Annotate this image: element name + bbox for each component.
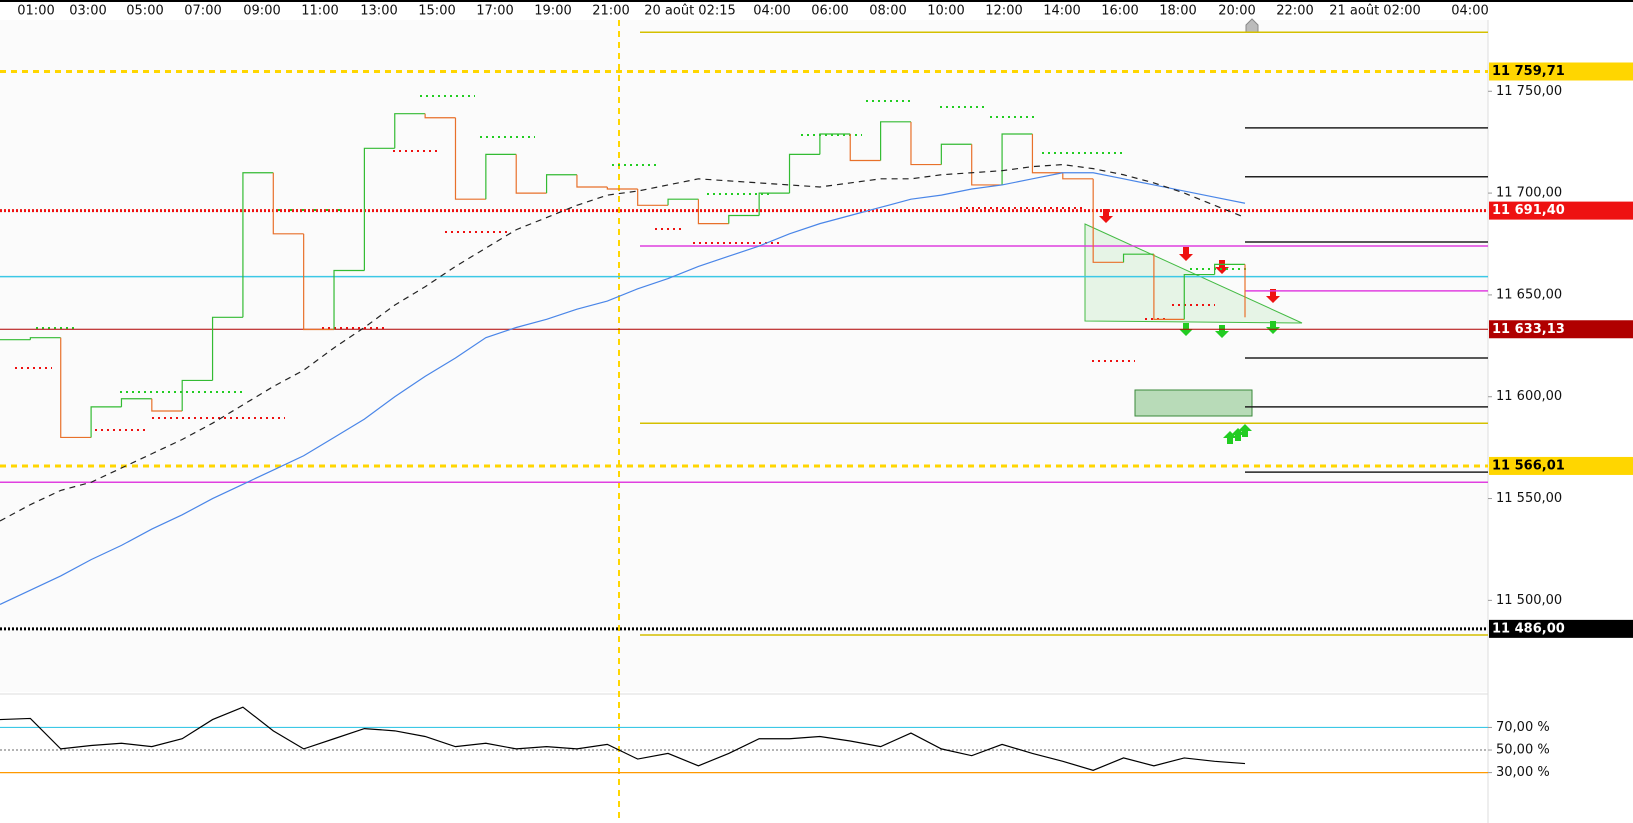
price-step	[363, 147, 395, 271]
price-step	[211, 316, 243, 381]
x-tick-label: 05:00	[126, 4, 163, 19]
price-step	[758, 192, 790, 216]
price-step	[60, 337, 92, 439]
price-step	[940, 143, 972, 165]
x-tick-label: 03:00	[69, 4, 106, 19]
price-step	[90, 406, 122, 438]
triangle-pattern	[1084, 223, 1303, 324]
x-tick-label: 13:00	[360, 4, 397, 19]
x-tick-label: 15:00	[418, 4, 455, 19]
x-tick-label: 08:00	[869, 4, 906, 19]
price-step	[606, 186, 638, 190]
price-step	[1092, 178, 1124, 263]
price-step	[242, 172, 274, 318]
series-line	[0, 706, 1246, 771]
x-tick-label: 21:00	[592, 4, 629, 19]
price-step	[333, 269, 365, 330]
zone-box	[1134, 389, 1253, 417]
price-step	[424, 113, 456, 119]
price-step	[1214, 263, 1245, 275]
x-tick-label: 07:00	[184, 4, 221, 19]
price-step	[1183, 273, 1215, 320]
price-step	[1031, 134, 1063, 174]
price-step	[819, 133, 851, 155]
series-line	[0, 172, 1246, 605]
price-step	[303, 233, 335, 331]
x-tick-label: 11:00	[301, 4, 338, 19]
x-tick-label: 10:00	[927, 4, 964, 19]
y-tick-label: 50,00 %	[1496, 743, 1550, 758]
price-step	[272, 172, 304, 235]
price-label-box	[1489, 456, 1633, 475]
y-tick-label: 30,00 %	[1496, 765, 1550, 780]
price-step	[120, 398, 152, 407]
price-step	[29, 337, 61, 340]
x-tick-label: 16:00	[1101, 4, 1138, 19]
price-step	[637, 189, 669, 206]
x-tick-label: 12:00	[985, 4, 1022, 19]
x-tick-label: 21 août 02:00	[1329, 4, 1421, 19]
y-tick-label: 11 750,00	[1496, 84, 1562, 99]
price-label-box	[1489, 62, 1633, 81]
sell-arrows	[1099, 209, 1280, 303]
price-step	[788, 153, 820, 194]
price-step	[910, 121, 942, 166]
price-step	[849, 134, 881, 162]
price-panel	[0, 20, 1488, 692]
price-label-box	[1489, 201, 1633, 220]
y-tick-label: 11 600,00	[1496, 389, 1562, 404]
x-tick-label: 17:00	[476, 4, 513, 19]
x-tick-label: 20:00	[1218, 4, 1255, 19]
price-step	[515, 154, 547, 194]
price-label-box	[1489, 619, 1633, 638]
x-tick-label: 19:00	[534, 4, 571, 19]
price-step	[485, 153, 517, 200]
x-tick-label: 14:00	[1043, 4, 1080, 19]
price-step	[576, 174, 608, 188]
price-step	[1001, 133, 1033, 185]
price-step	[151, 398, 183, 412]
price-label: 11 566,01	[1492, 458, 1565, 473]
price-label: 11 633,13	[1492, 322, 1565, 337]
x-tick-label: 09:00	[243, 4, 280, 19]
price-label-box	[1489, 320, 1633, 339]
series-line	[0, 163, 1246, 522]
price-step	[1122, 253, 1154, 263]
price-step	[971, 144, 1003, 186]
price-step	[454, 117, 486, 200]
x-tick-label: 20 août 02:15	[644, 4, 736, 19]
y-tick-label: 11 650,00	[1496, 287, 1562, 302]
price-step	[667, 198, 699, 206]
price-step	[880, 121, 911, 161]
price-step	[181, 379, 213, 411]
price-label: 11 759,71	[1492, 64, 1565, 79]
x-tick-label: 01:00	[17, 4, 54, 19]
y-tick-label: 11 700,00	[1496, 186, 1562, 201]
price-label: 11 486,00	[1492, 621, 1565, 636]
y-tick-label: 11 550,00	[1496, 491, 1562, 506]
price-step	[545, 174, 577, 194]
x-tick-label: 06:00	[811, 4, 848, 19]
x-tick-label: 22:00	[1276, 4, 1313, 19]
x-tick-label: 04:00	[753, 4, 790, 19]
price-step	[697, 199, 729, 225]
price-label: 11 691,40	[1492, 203, 1565, 218]
price-step	[394, 113, 426, 149]
y-tick-label: 11 500,00	[1496, 593, 1562, 608]
price-step	[1062, 172, 1094, 180]
price-step	[728, 214, 760, 224]
y-tick-label: 70,00 %	[1496, 720, 1550, 735]
price-step	[1153, 254, 1185, 320]
x-tick-label: 18:00	[1159, 4, 1196, 19]
x-tick-label: 04:00	[1451, 4, 1488, 19]
